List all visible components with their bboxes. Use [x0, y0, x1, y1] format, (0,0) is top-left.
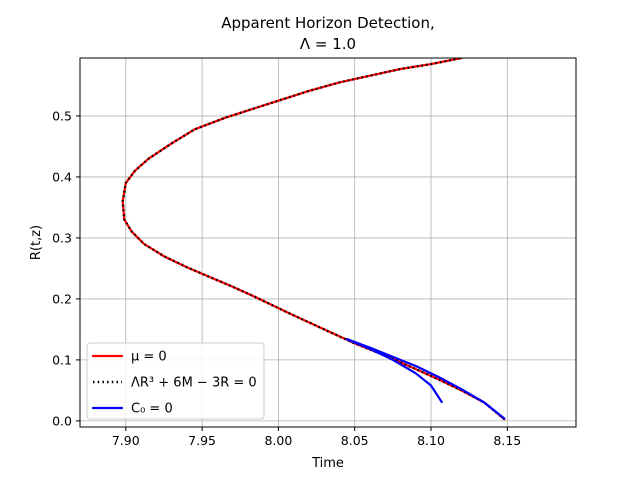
x-tick-label: 8.00 — [264, 433, 292, 448]
legend-label: ΛR³ + 6M − 3R = 0 — [131, 376, 257, 391]
ticks: 7.90 7.95 8.00 8.05 8.10 8.15 0.0 0.1 0.2 0.3 0.4 0… — [52, 108, 521, 448]
x-tick-label: 8.15 — [493, 433, 521, 448]
plot-frame — [79, 57, 577, 428]
y-tick-label: 0.4 — [52, 169, 72, 184]
x-tick-label: 7.90 — [112, 433, 140, 448]
x-tick-label: 8.05 — [341, 433, 369, 448]
y-tick-label: 0.1 — [52, 352, 72, 367]
legend-box — [86, 342, 265, 420]
y-tick-label: 0.5 — [52, 108, 72, 123]
y-tick-label: 0.3 — [52, 230, 72, 245]
x-axis-label: Time — [311, 456, 344, 471]
chart-title: Apparent Horizon Detection, — [221, 14, 434, 32]
y-axis-label: R(t,z) — [29, 225, 44, 260]
series-line-3 — [346, 338, 506, 420]
series-line-3 — [346, 338, 443, 404]
x-tick-label: 8.10 — [417, 433, 445, 448]
legend-label: μ = 0 — [131, 350, 167, 365]
series-layer — [121, 58, 506, 421]
legend-label: C₀ = 0 — [131, 402, 173, 417]
y-tick-label: 0.0 — [52, 413, 72, 428]
legend: μ = 0 ΛR³ + 6M − 3R = 0 C₀ = 0 — [86, 342, 265, 420]
y-tick-label: 0.2 — [52, 291, 72, 306]
x-tick-label: 7.95 — [188, 433, 216, 448]
chart-subtitle: Λ = 1.0 — [300, 35, 356, 53]
